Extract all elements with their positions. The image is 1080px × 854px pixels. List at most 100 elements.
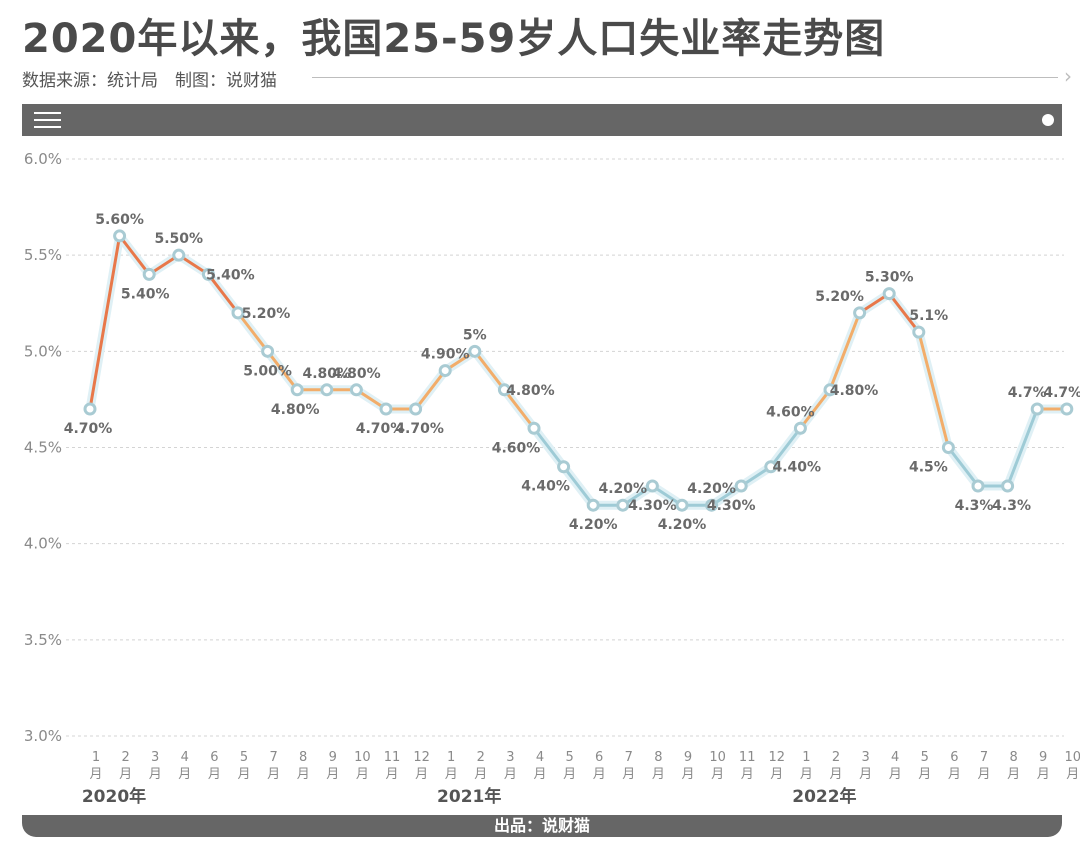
data-label: 4.3% <box>955 498 994 514</box>
x-tick-label: 1 <box>802 750 810 765</box>
data-label: 4.7% <box>1043 385 1080 401</box>
data-label: 4.5% <box>909 460 948 476</box>
y-tick-label: 3.0% <box>24 727 62 745</box>
x-tick-label: 9 <box>684 750 692 765</box>
data-label: 4.30% <box>707 498 756 514</box>
series-line-segment <box>946 446 980 488</box>
data-label: 5% <box>463 327 487 343</box>
data-point <box>823 383 837 397</box>
x-tick-label: 2 <box>477 750 485 765</box>
series-line-segment <box>828 311 862 392</box>
x-tick-unit: 月 <box>415 767 428 782</box>
series-line-segment <box>1006 407 1039 488</box>
x-tick-label: 9 <box>329 750 337 765</box>
series-line-segment <box>266 349 299 392</box>
data-point <box>1030 402 1044 416</box>
data-label: 5.20% <box>242 306 291 322</box>
x-tick-unit: 月 <box>89 767 102 782</box>
data-label: 4.80% <box>271 402 320 418</box>
series-line-segment <box>562 465 595 507</box>
x-tick-label: 5 <box>240 750 248 765</box>
x-tick-unit: 月 <box>119 767 132 782</box>
x-tick-unit: 月 <box>385 767 398 782</box>
x-tick-label: 5 <box>565 750 573 765</box>
data-point <box>557 460 571 474</box>
data-label: 5.30% <box>865 270 914 286</box>
x-tick-unit: 月 <box>1037 767 1050 782</box>
x-tick-unit: 月 <box>149 767 162 782</box>
data-label: 4.70% <box>395 421 444 437</box>
x-tick-unit: 月 <box>297 767 310 782</box>
series-line-segment <box>769 426 802 469</box>
x-tick-unit: 月 <box>859 767 872 782</box>
data-source: 数据来源：统计局 制图：说财猫 <box>22 71 277 91</box>
data-point <box>675 498 689 512</box>
series-line-segment <box>236 311 270 353</box>
data-point <box>468 344 482 358</box>
data-point <box>261 344 275 358</box>
x-tick-unit: 月 <box>178 767 191 782</box>
data-point <box>705 498 719 512</box>
x-tick-unit: 月 <box>237 767 250 782</box>
x-tick-label: 10 <box>1065 750 1080 765</box>
x-tick-label: 6 <box>950 750 958 765</box>
x-tick-unit: 月 <box>741 767 754 782</box>
x-tick-unit: 月 <box>681 767 694 782</box>
data-label: 4.40% <box>773 460 822 476</box>
chevron-right-icon: › <box>1064 64 1072 88</box>
x-tick-unit: 月 <box>711 767 724 782</box>
data-label: 5.20% <box>815 289 864 305</box>
x-tick-unit: 月 <box>474 767 487 782</box>
data-label: 5.40% <box>121 286 170 302</box>
x-tick-unit: 月 <box>533 767 546 782</box>
y-tick-label: 3.5% <box>24 631 62 649</box>
x-tick-label: 5 <box>921 750 929 765</box>
data-label: 4.60% <box>492 440 541 456</box>
chart-title: 2020年以来，我国25-59岁人口失业率走势图 <box>22 16 886 62</box>
data-label: 5.40% <box>206 267 255 283</box>
x-tick-unit: 月 <box>356 767 369 782</box>
x-tick-label: 11 <box>384 750 401 765</box>
x-tick-label: 7 <box>269 750 277 765</box>
data-point <box>83 402 97 416</box>
x-tick-unit: 月 <box>326 767 339 782</box>
series-line-segment <box>887 292 921 334</box>
x-tick-unit: 月 <box>267 767 280 782</box>
data-point <box>231 306 245 320</box>
x-tick-label: 11 <box>739 750 756 765</box>
menu-icon[interactable] <box>34 112 61 128</box>
subtitle-row: 数据来源：统计局 制图：说财猫 › <box>22 64 1072 91</box>
x-tick-label: 7 <box>980 750 988 765</box>
data-point <box>793 421 807 435</box>
x-tick-unit: 月 <box>208 767 221 782</box>
x-tick-label: 8 <box>1009 750 1017 765</box>
data-point <box>172 248 186 262</box>
divider-line <box>312 77 1058 78</box>
data-label: 4.80% <box>332 366 381 382</box>
data-label: 4.80% <box>506 383 555 399</box>
data-point <box>379 402 393 416</box>
data-label: 4.90% <box>421 347 470 363</box>
data-label: 4.20% <box>569 517 618 533</box>
data-point <box>882 287 896 301</box>
series-line-segment <box>473 349 506 392</box>
data-label: 4.30% <box>628 498 677 514</box>
x-tick-label: 10 <box>354 750 371 765</box>
x-tick-unit: 月 <box>1066 767 1079 782</box>
x-tick-unit: 月 <box>1007 767 1020 782</box>
x-tick-label: 6 <box>210 750 218 765</box>
series-line-segment <box>917 330 950 449</box>
data-point <box>616 498 630 512</box>
data-label: 5.1% <box>909 308 948 324</box>
data-label: 4.70% <box>356 421 405 437</box>
x-tick-label: 3 <box>151 750 159 765</box>
dot-icon <box>1042 114 1054 126</box>
x-tick-label: 10 <box>709 750 726 765</box>
data-label: 5.60% <box>95 212 144 228</box>
series-line-segment <box>414 369 447 411</box>
x-tick-label: 6 <box>595 750 603 765</box>
y-tick-label: 4.5% <box>24 439 62 457</box>
x-tick-label: 8 <box>299 750 307 765</box>
data-label: 4.80% <box>303 366 352 382</box>
data-point <box>645 479 659 493</box>
